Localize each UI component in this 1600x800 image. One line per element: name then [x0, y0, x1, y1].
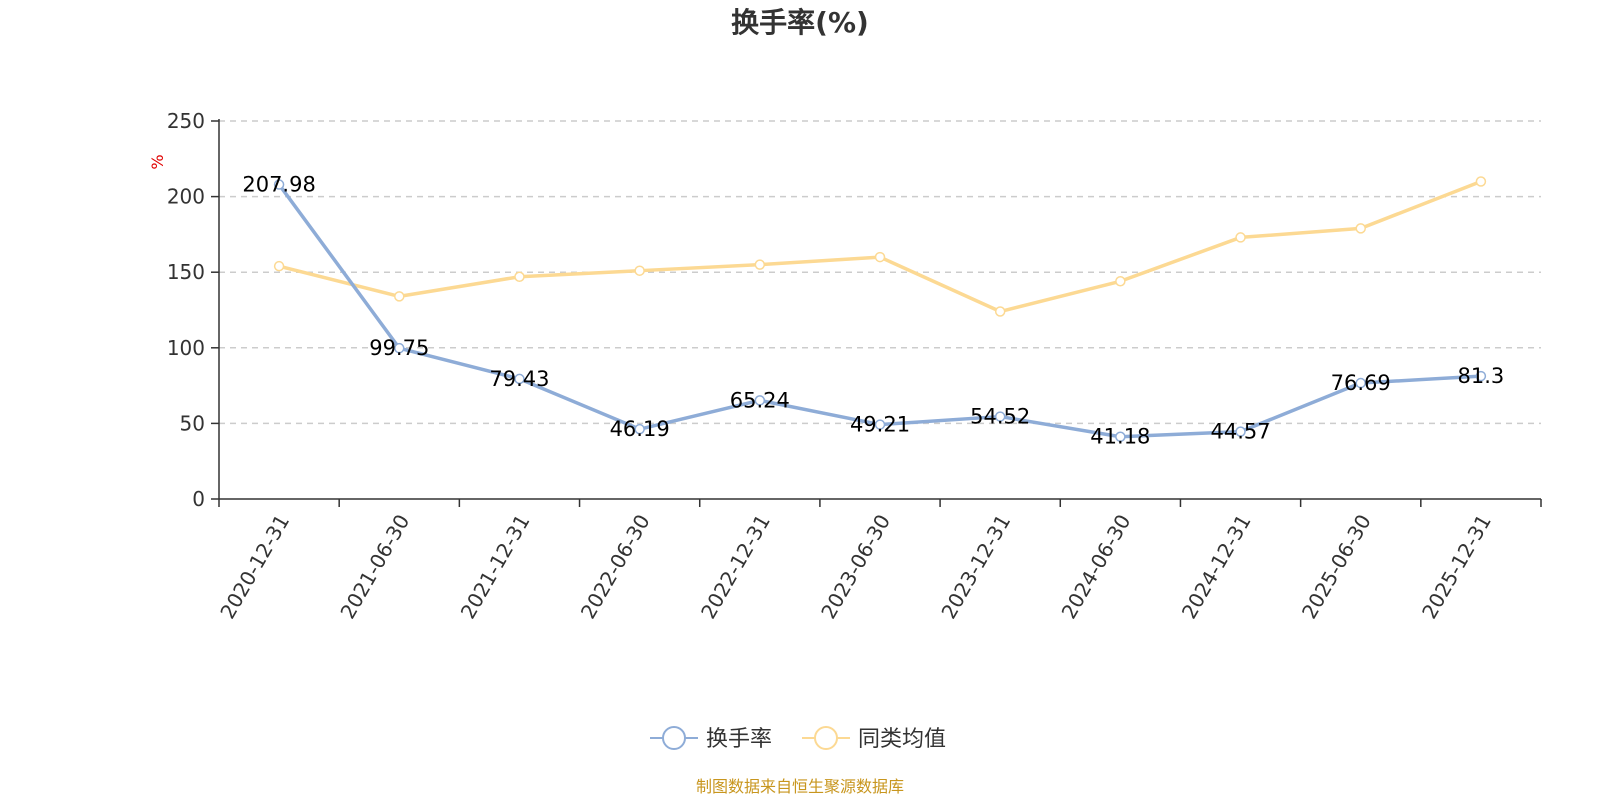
- data-point[interactable]: [514, 271, 525, 282]
- data-point[interactable]: [394, 342, 405, 354]
- x-tick-label: 2023-12-31: [936, 510, 1015, 623]
- y-axis-unit: %: [148, 154, 167, 169]
- legend-item-1[interactable]: 同类均值: [802, 726, 946, 752]
- data-labels: 207.98 99.75 79.43 46.19 65.24 49.21 54.52 41.1…: [242, 173, 1504, 449]
- x-tick-label: 2021-06-30: [335, 510, 414, 623]
- data-label: 79.43: [489, 367, 549, 391]
- x-tick-label: 2022-06-30: [576, 510, 655, 623]
- y-tick-label: 250: [167, 109, 205, 133]
- data-point[interactable]: [874, 419, 886, 430]
- data-point[interactable]: [1475, 370, 1487, 382]
- x-tick-label: 2025-06-30: [1297, 510, 1376, 623]
- x-tick-label: 2025-12-31: [1417, 510, 1496, 623]
- data-label: 81.3: [1458, 364, 1505, 388]
- legend-marker-icon: [662, 726, 686, 750]
- data-point[interactable]: [514, 373, 525, 385]
- source-note: 制图数据来自恒生聚源数据库: [696, 777, 904, 796]
- x-tick-label: 2020-12-31: [215, 510, 294, 623]
- data-point[interactable]: [754, 395, 766, 406]
- legend-marker-icon: [814, 726, 838, 750]
- data-point[interactable]: [994, 306, 1006, 317]
- data-point[interactable]: [1115, 276, 1126, 287]
- data-label: 99.75: [369, 336, 429, 360]
- grid-lines: [219, 120, 1541, 425]
- data-label: 54.52: [970, 405, 1030, 429]
- x-tick-label: 2024-06-30: [1057, 510, 1136, 623]
- data-label: 65.24: [730, 388, 790, 412]
- data-point[interactable]: [1355, 223, 1366, 234]
- data-point[interactable]: [1235, 426, 1246, 437]
- y-tick-label: 100: [167, 336, 205, 360]
- data-point[interactable]: [634, 265, 645, 276]
- data-point[interactable]: [994, 411, 1006, 422]
- axes: 0 50 100 150 200 250 2020-12-31 2021-06-30 2021-…: [167, 109, 1542, 623]
- legend-item-0[interactable]: 换手率: [650, 726, 772, 752]
- chart-title: 换手率(%): [731, 6, 869, 39]
- data-point[interactable]: [874, 251, 886, 263]
- data-label: 46.19: [610, 417, 670, 441]
- data-point[interactable]: [1235, 232, 1246, 243]
- y-tick-label: 50: [180, 411, 205, 435]
- data-point[interactable]: [1115, 431, 1126, 442]
- data-point[interactable]: [754, 259, 766, 270]
- data-point[interactable]: [634, 423, 645, 435]
- legend[interactable]: 换手率 同类均值: [650, 726, 946, 752]
- data-label: 49.21: [850, 413, 910, 437]
- data-label: 207.98: [242, 173, 315, 197]
- legend-label: 同类均值: [858, 727, 946, 752]
- legend-label: 换手率: [706, 727, 772, 752]
- data-point[interactable]: [273, 179, 285, 190]
- data-label: 76.69: [1331, 371, 1391, 395]
- series-line-1: [278, 179, 1482, 314]
- x-tick-label: 2021-12-31: [456, 510, 535, 623]
- series-line-0: [277, 183, 1482, 439]
- x-tick-label: 2022-12-31: [696, 510, 775, 623]
- data-point[interactable]: [273, 260, 285, 272]
- series-lines: [273, 176, 1487, 442]
- y-tick-label: 150: [167, 260, 205, 284]
- data-label: 41.18: [1090, 425, 1150, 449]
- data-label: 44.57: [1210, 420, 1270, 444]
- y-tick-label: 200: [167, 185, 205, 209]
- x-tick-label: 2024-12-31: [1177, 510, 1256, 623]
- data-point[interactable]: [394, 291, 405, 302]
- y-tick-label: 0: [192, 487, 205, 511]
- data-point[interactable]: [1355, 377, 1366, 389]
- x-tick-label: 2023-06-30: [816, 510, 895, 623]
- data-point[interactable]: [1475, 176, 1487, 187]
